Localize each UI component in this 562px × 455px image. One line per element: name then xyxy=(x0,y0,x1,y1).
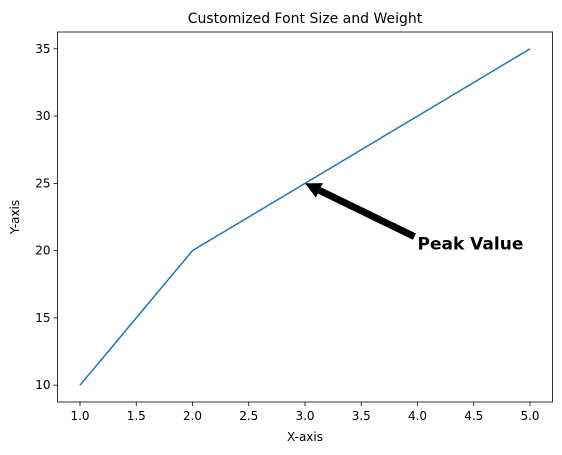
x-tick-label: 4.5 xyxy=(464,409,483,423)
annotation-arrow-head xyxy=(305,183,323,198)
y-tick-label: 15 xyxy=(35,311,50,325)
data-line xyxy=(79,48,531,386)
y-tick-label: 25 xyxy=(35,176,50,190)
y-tick-label: 20 xyxy=(35,244,50,258)
y-tick-label: 10 xyxy=(35,378,50,392)
x-tick-label: 5.0 xyxy=(520,409,539,423)
x-tick-label: 3.5 xyxy=(352,409,371,423)
x-tick-label: 3.0 xyxy=(295,409,314,423)
annotation-arrow-shaft xyxy=(317,187,417,240)
x-tick-label: 2.0 xyxy=(183,409,202,423)
x-axis-label: X-axis xyxy=(287,430,323,444)
y-tick-label: 35 xyxy=(35,42,50,56)
x-tick-label: 4.0 xyxy=(408,409,427,423)
x-tick-label: 1.5 xyxy=(127,409,146,423)
x-tick-label: 2.5 xyxy=(239,409,258,423)
plot-frame xyxy=(57,31,553,403)
y-axis-label: Y-axis xyxy=(8,200,22,235)
annotation-text: Peak Value xyxy=(418,235,524,255)
chart-title: Customized Font Size and Weight xyxy=(188,11,423,27)
x-tick-label: 1.0 xyxy=(70,409,89,423)
y-tick-label: 30 xyxy=(35,109,50,123)
